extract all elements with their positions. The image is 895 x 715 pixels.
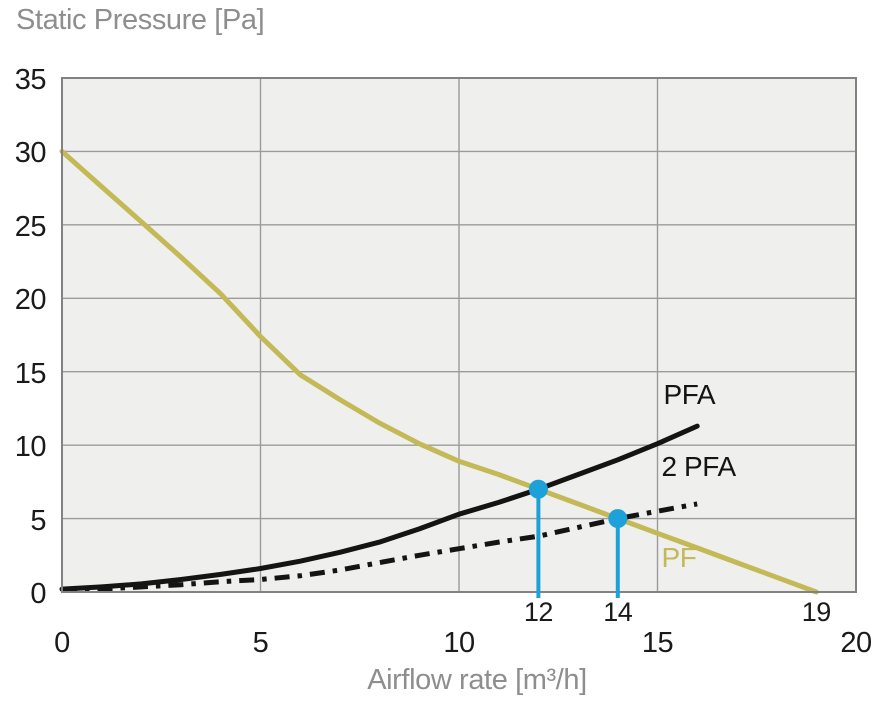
curve-label-pfa: PFA xyxy=(663,378,716,410)
y-tick-label: 10 xyxy=(14,431,47,464)
y-tick-label: 30 xyxy=(14,137,47,170)
operating-point-dot xyxy=(528,479,548,499)
x-tick-label: 15 xyxy=(641,627,674,659)
y-tick-label: 5 xyxy=(30,504,46,537)
y-tick-label: 20 xyxy=(14,284,47,317)
plot-border xyxy=(61,77,857,593)
x-tick-label: 20 xyxy=(840,627,872,659)
series-curve-2-pfa xyxy=(61,501,698,593)
curve-label-pf: PF xyxy=(661,542,697,574)
operating-point-label: 12 xyxy=(523,597,554,627)
y-tick-label: 0 xyxy=(30,578,46,610)
operating-point-label: 14 xyxy=(603,597,633,627)
y-axis-title: Static Pressure [Pa] xyxy=(16,4,265,36)
series-curve-pfa xyxy=(59,423,700,592)
operating-point-dot xyxy=(608,509,628,529)
x-tick-label: 5 xyxy=(252,627,269,659)
series-curve-pf xyxy=(59,148,819,595)
x-axis-title: Airflow rate [m³/h] xyxy=(367,664,587,696)
curve-label-2-pfa: 2 PFA xyxy=(661,450,736,482)
y-tick-label: 15 xyxy=(14,357,47,390)
y-tick-label: 35 xyxy=(14,64,47,96)
x-tick-label: 10 xyxy=(443,627,475,659)
x-tick-label: 0 xyxy=(54,627,70,659)
y-tick-label: 25 xyxy=(14,210,47,243)
axis-annotation-label: 19 xyxy=(801,597,832,627)
